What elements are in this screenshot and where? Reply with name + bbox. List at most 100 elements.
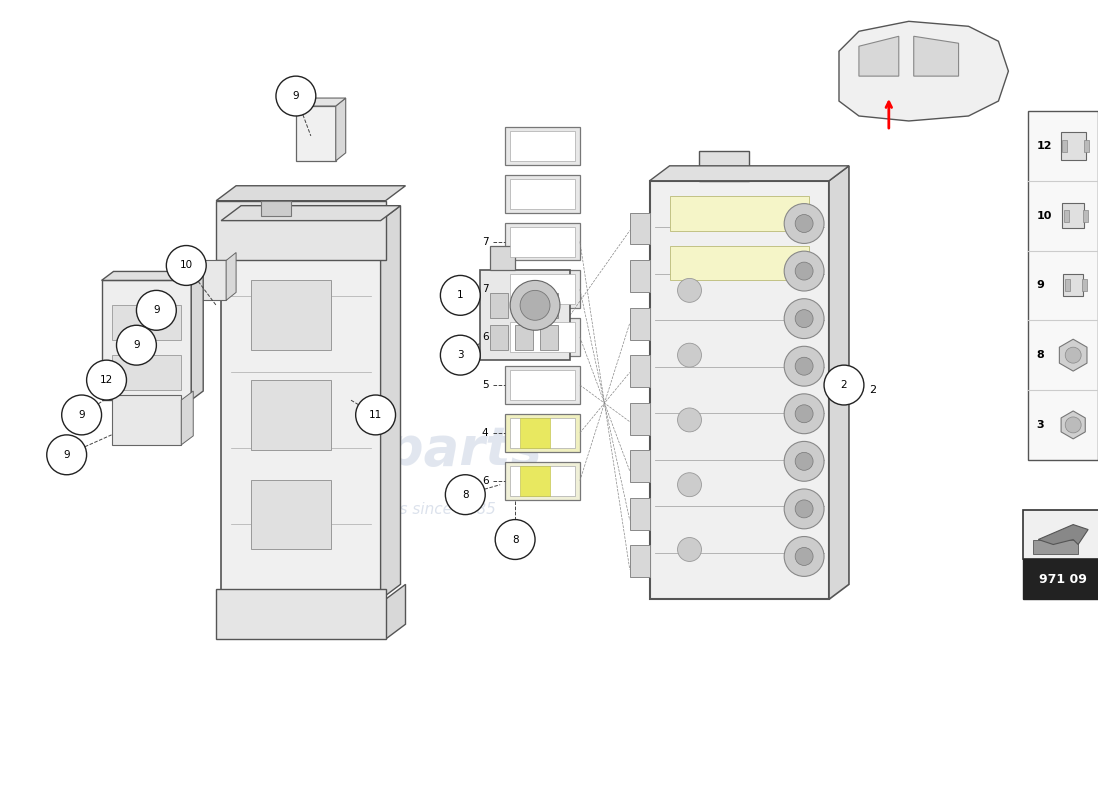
Bar <box>510 370 575 400</box>
Circle shape <box>136 290 176 330</box>
Circle shape <box>117 326 156 365</box>
Bar <box>1023 559 1100 599</box>
Bar <box>505 414 580 452</box>
Text: 9: 9 <box>64 450 70 460</box>
Bar <box>505 318 580 356</box>
Text: 9: 9 <box>78 410 85 420</box>
Polygon shape <box>101 271 204 281</box>
Polygon shape <box>191 271 204 400</box>
Circle shape <box>1065 417 1081 433</box>
Text: 12: 12 <box>100 375 113 385</box>
Bar <box>629 355 650 387</box>
Bar <box>629 546 650 578</box>
Bar <box>505 366 580 404</box>
Circle shape <box>47 435 87 474</box>
Circle shape <box>784 394 824 434</box>
Circle shape <box>166 246 206 286</box>
Bar <box>217 201 386 261</box>
Bar <box>1081 279 1087 291</box>
Circle shape <box>795 500 813 518</box>
Bar <box>481 270 570 360</box>
Bar <box>650 181 829 599</box>
Text: 1: 1 <box>456 290 463 300</box>
Polygon shape <box>227 253 236 300</box>
Circle shape <box>795 358 813 375</box>
Bar <box>670 196 810 230</box>
Polygon shape <box>217 186 406 201</box>
Text: 9: 9 <box>153 306 159 315</box>
Circle shape <box>678 408 702 432</box>
Circle shape <box>276 76 316 116</box>
Bar <box>629 498 650 530</box>
Bar <box>1063 203 1085 228</box>
Bar <box>505 222 580 261</box>
Circle shape <box>62 395 101 435</box>
Circle shape <box>678 473 702 497</box>
Circle shape <box>87 360 126 400</box>
Circle shape <box>784 251 824 291</box>
Bar <box>510 274 575 304</box>
Bar <box>491 294 508 318</box>
Polygon shape <box>1059 339 1087 371</box>
Text: 2: 2 <box>869 385 876 395</box>
Bar <box>700 151 749 181</box>
Circle shape <box>795 310 813 328</box>
Bar <box>520 418 550 448</box>
Bar <box>629 403 650 434</box>
Text: 7: 7 <box>482 284 488 294</box>
Polygon shape <box>296 98 345 106</box>
Bar <box>629 308 650 339</box>
Text: 3: 3 <box>1036 420 1044 430</box>
Polygon shape <box>381 206 400 599</box>
Polygon shape <box>386 584 406 639</box>
Circle shape <box>510 281 560 330</box>
Text: 2: 2 <box>840 380 847 390</box>
Circle shape <box>784 489 824 529</box>
Text: a passion for parts since 1985: a passion for parts since 1985 <box>265 502 496 517</box>
Bar <box>491 246 515 270</box>
Circle shape <box>1065 347 1081 363</box>
Text: 4: 4 <box>482 428 488 438</box>
Bar <box>1065 279 1069 291</box>
Bar <box>1060 132 1086 160</box>
Text: 8: 8 <box>512 534 518 545</box>
Text: 7: 7 <box>482 237 488 246</box>
Bar <box>201 261 227 300</box>
Circle shape <box>440 335 481 375</box>
Text: 6: 6 <box>482 476 488 486</box>
Bar <box>111 355 182 390</box>
Text: 10: 10 <box>1036 210 1052 221</box>
Bar <box>1082 210 1088 222</box>
Bar <box>251 281 331 350</box>
Circle shape <box>678 343 702 367</box>
Polygon shape <box>1038 525 1088 545</box>
Circle shape <box>784 442 824 482</box>
Bar <box>510 418 575 448</box>
Bar <box>510 322 575 352</box>
Circle shape <box>440 275 481 315</box>
Circle shape <box>795 547 813 566</box>
Text: 11: 11 <box>368 410 382 420</box>
Text: 8: 8 <box>462 490 469 500</box>
Circle shape <box>784 203 824 243</box>
Polygon shape <box>829 166 849 599</box>
Text: 8: 8 <box>1036 350 1044 360</box>
Text: 9: 9 <box>293 91 299 101</box>
Text: 6: 6 <box>482 332 488 342</box>
Text: 12: 12 <box>1036 141 1052 151</box>
Bar <box>261 201 290 216</box>
Bar <box>1064 274 1084 296</box>
Circle shape <box>784 537 824 576</box>
Circle shape <box>520 290 550 320</box>
Bar <box>111 306 182 340</box>
Bar <box>510 226 575 257</box>
Polygon shape <box>914 36 958 76</box>
Text: 971 09: 971 09 <box>1040 573 1087 586</box>
Circle shape <box>355 395 396 435</box>
Bar <box>505 174 580 213</box>
Bar <box>1028 111 1098 460</box>
Bar <box>1064 210 1069 222</box>
Polygon shape <box>1062 411 1086 439</box>
Bar <box>251 480 331 550</box>
Polygon shape <box>221 206 400 221</box>
